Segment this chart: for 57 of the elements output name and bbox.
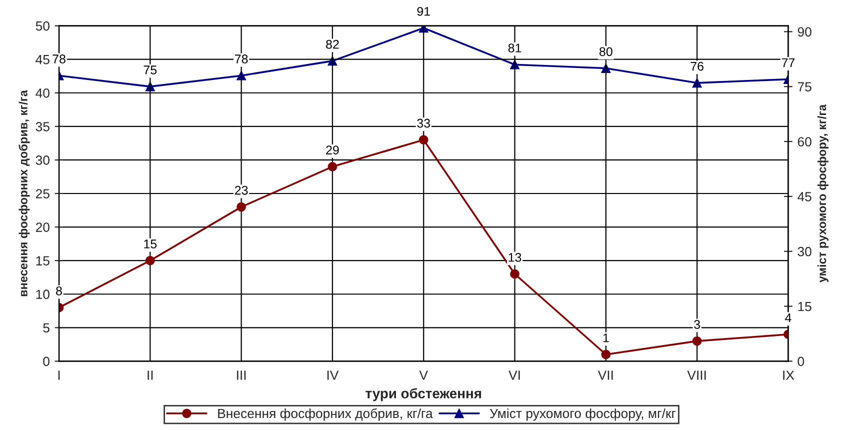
point xyxy=(601,350,611,360)
data-label: 78 xyxy=(52,54,66,64)
x-tick-label: IX xyxy=(783,370,794,380)
y-tick-label: 10 xyxy=(36,290,50,300)
x-tick-label: III xyxy=(237,370,246,380)
x-tick-label: VII xyxy=(598,370,613,380)
legend-label: Внесення фосфорних добрив, кг/га xyxy=(218,408,433,421)
data-label: 3 xyxy=(694,320,700,329)
y-tick-label: 40 xyxy=(36,88,50,98)
y-tick-label: 0 xyxy=(43,356,50,366)
y-tick-label: 15 xyxy=(36,256,50,266)
x-tick-label: IV xyxy=(327,370,339,380)
point xyxy=(418,135,428,145)
x-tick-label: V xyxy=(419,370,428,380)
data-label: 8 xyxy=(56,286,62,296)
data-label: 33 xyxy=(417,118,430,128)
data-label: 81 xyxy=(508,44,522,52)
y2-tick-label: 30 xyxy=(798,246,812,256)
x-tick-label: I xyxy=(58,370,60,380)
y-tick-label: 30 xyxy=(36,156,50,165)
y-tick-label: 45 xyxy=(36,55,50,64)
y2-tick-label: 15 xyxy=(798,302,812,312)
y-axis-title: внесення фосфорних добрив, кг/га xyxy=(18,90,30,296)
data-label: 15 xyxy=(144,240,157,248)
point xyxy=(236,202,246,212)
x-tick-label: VI xyxy=(508,370,520,380)
point xyxy=(145,256,155,266)
y-tick-label: 20 xyxy=(36,222,50,232)
data-label: 82 xyxy=(326,40,339,49)
data-label: 76 xyxy=(690,62,704,71)
data-label: 29 xyxy=(326,146,339,154)
y2-tick-label: 45 xyxy=(798,192,812,202)
y2-tick-label: 0 xyxy=(798,356,804,366)
y-tick-label: 35 xyxy=(36,122,50,132)
y-tick-label: 5 xyxy=(43,323,50,333)
x-tick-label: VIII xyxy=(687,370,706,380)
data-label: 78 xyxy=(235,54,248,64)
y-tick-label: 25 xyxy=(36,189,50,198)
y2-tick-label: 60 xyxy=(798,137,812,146)
y2-axis-title: уміст рухомого фосфору, кг/га xyxy=(817,104,828,282)
x-tick-label: II xyxy=(148,370,153,380)
point xyxy=(328,162,338,172)
legend-label: Уміст рухомого фосфору, мг/кг xyxy=(490,408,676,421)
data-label: 1 xyxy=(603,334,609,342)
data-label: 80 xyxy=(600,47,612,56)
y-tick-label: 50 xyxy=(36,21,50,31)
y2-tick-label: 90 xyxy=(798,27,812,37)
point xyxy=(692,336,702,346)
y2-tick-label: 75 xyxy=(798,82,812,92)
point xyxy=(510,269,520,279)
data-label: 23 xyxy=(234,186,248,195)
data-label: 77 xyxy=(782,58,795,67)
data-label: 75 xyxy=(144,66,157,74)
data-label: 4 xyxy=(785,313,792,322)
data-label: 91 xyxy=(417,6,430,16)
x-axis-title: тури обстеження xyxy=(366,388,482,402)
data-label: 13 xyxy=(508,252,522,262)
